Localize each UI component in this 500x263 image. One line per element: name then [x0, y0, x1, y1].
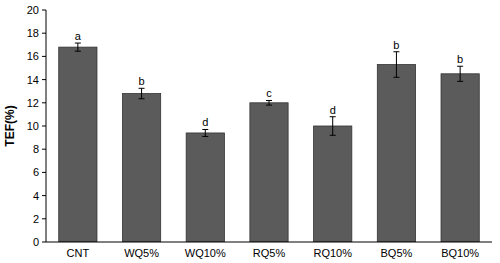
bar — [250, 103, 288, 242]
x-tick-label: RQ5% — [253, 247, 286, 259]
error-bar — [457, 66, 463, 81]
significance-letter: b — [393, 39, 399, 51]
bar — [314, 126, 352, 242]
y-tick — [42, 149, 46, 150]
x-tick-label: BQ10% — [441, 247, 479, 259]
error-bar — [139, 88, 145, 98]
y-tick-label: 12 — [27, 97, 39, 109]
chart-container: 0 2 4 6 8 10 12 14 16 18 20 TEF(%) a b d c d b b CNT WQ5% WQ1… — [0, 0, 500, 263]
bar — [441, 74, 479, 242]
bar — [59, 47, 97, 242]
x-tick-label: CNT — [67, 247, 90, 259]
y-tick — [42, 242, 46, 243]
significance-letter: b — [139, 75, 145, 87]
x-tick-label: WQ10% — [185, 247, 226, 259]
significance-letter: d — [330, 104, 336, 116]
error-bar — [330, 117, 336, 136]
y-tick-label: 8 — [33, 143, 39, 155]
error-bar — [393, 52, 399, 78]
y-tick-label: 20 — [27, 4, 39, 16]
plot-area — [59, 43, 480, 242]
x-tick-label: BQ5% — [381, 247, 413, 259]
significance-letter: b — [457, 53, 463, 65]
bar — [186, 133, 224, 242]
y-tick-label: 10 — [27, 120, 39, 132]
y-axis-label: TEF(%) — [3, 105, 17, 146]
y-tick — [42, 195, 46, 196]
y-tick-label: 4 — [33, 190, 39, 202]
x-tick-label: WQ5% — [124, 247, 159, 259]
significance-letter: d — [202, 116, 208, 128]
bar — [377, 65, 415, 242]
y-tick — [42, 79, 46, 80]
significance-letter: a — [75, 30, 82, 42]
error-bar — [266, 100, 272, 105]
y-tick — [42, 56, 46, 57]
y-tick — [42, 10, 46, 11]
y-tick — [42, 172, 46, 173]
y-tick — [42, 102, 46, 103]
y-tick-label: 6 — [33, 166, 39, 178]
bar — [122, 94, 160, 242]
x-tick-label: RQ10% — [313, 247, 352, 259]
y-tick — [42, 33, 46, 34]
y-tick-label: 18 — [27, 27, 39, 39]
y-tick — [42, 126, 46, 127]
y-tick — [42, 218, 46, 219]
y-tick-label: 0 — [33, 236, 39, 248]
y-axis — [46, 10, 47, 242]
y-tick-label: 14 — [27, 74, 39, 86]
error-bar — [202, 129, 208, 136]
y-tick-label: 2 — [33, 213, 39, 225]
significance-letter: c — [266, 87, 272, 99]
x-axis — [46, 242, 492, 243]
error-bar — [75, 43, 81, 51]
y-tick-label: 16 — [27, 50, 39, 62]
chart-svg: 0 2 4 6 8 10 12 14 16 18 20 TEF(%) a b d c d b b CNT WQ5% WQ1… — [0, 0, 500, 263]
